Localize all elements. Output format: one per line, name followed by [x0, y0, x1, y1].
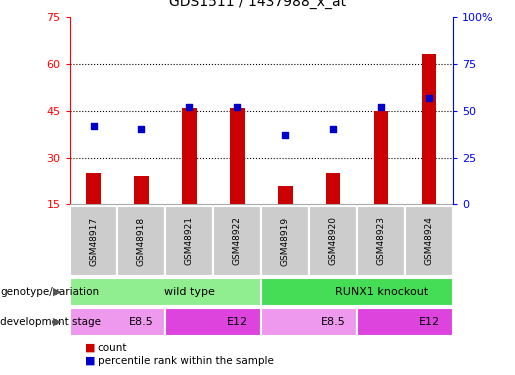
Bar: [422, 54, 436, 251]
Text: genotype/variation: genotype/variation: [0, 286, 99, 297]
Text: E8.5: E8.5: [321, 316, 346, 327]
Text: ■: ■: [85, 343, 95, 352]
Text: GSM48924: GSM48924: [425, 216, 434, 266]
Point: [377, 104, 385, 110]
Text: percentile rank within the sample: percentile rank within the sample: [98, 356, 274, 366]
Text: E8.5: E8.5: [129, 316, 154, 327]
Point: [329, 126, 337, 132]
Bar: [261, 278, 453, 306]
Text: development stage: development stage: [0, 316, 101, 327]
Bar: [278, 186, 293, 251]
Text: GSM48920: GSM48920: [329, 216, 338, 266]
Bar: [70, 308, 165, 336]
Text: GSM48917: GSM48917: [89, 216, 98, 266]
Bar: [165, 206, 213, 276]
Text: ▶: ▶: [53, 316, 62, 327]
Text: GSM48921: GSM48921: [185, 216, 194, 266]
Bar: [310, 206, 357, 276]
Text: GSM48922: GSM48922: [233, 216, 242, 266]
Bar: [357, 308, 453, 336]
Bar: [87, 173, 101, 251]
Point: [138, 126, 146, 132]
Bar: [405, 206, 453, 276]
Bar: [261, 206, 310, 276]
Bar: [213, 206, 261, 276]
Bar: [182, 108, 197, 251]
Point: [425, 94, 433, 100]
Bar: [134, 176, 149, 251]
Text: E12: E12: [419, 316, 440, 327]
Text: GSM48918: GSM48918: [137, 216, 146, 266]
Text: count: count: [98, 343, 127, 352]
Text: GSM48923: GSM48923: [377, 216, 386, 266]
Point: [281, 132, 289, 138]
Bar: [374, 111, 388, 251]
Text: E12: E12: [227, 316, 248, 327]
Bar: [326, 173, 340, 251]
Bar: [117, 206, 165, 276]
Bar: [357, 206, 405, 276]
Bar: [230, 108, 245, 251]
Bar: [70, 278, 261, 306]
Point: [185, 104, 194, 110]
Text: RUNX1 knockout: RUNX1 knockout: [335, 286, 428, 297]
Text: ▶: ▶: [53, 286, 62, 297]
Bar: [70, 206, 117, 276]
Text: ■: ■: [85, 356, 95, 366]
Bar: [261, 308, 357, 336]
Bar: [165, 308, 261, 336]
Text: GSM48919: GSM48919: [281, 216, 290, 266]
Text: GDS1511 / 1437988_x_at: GDS1511 / 1437988_x_at: [169, 0, 346, 9]
Point: [233, 104, 242, 110]
Text: wild type: wild type: [164, 286, 215, 297]
Point: [90, 123, 98, 129]
